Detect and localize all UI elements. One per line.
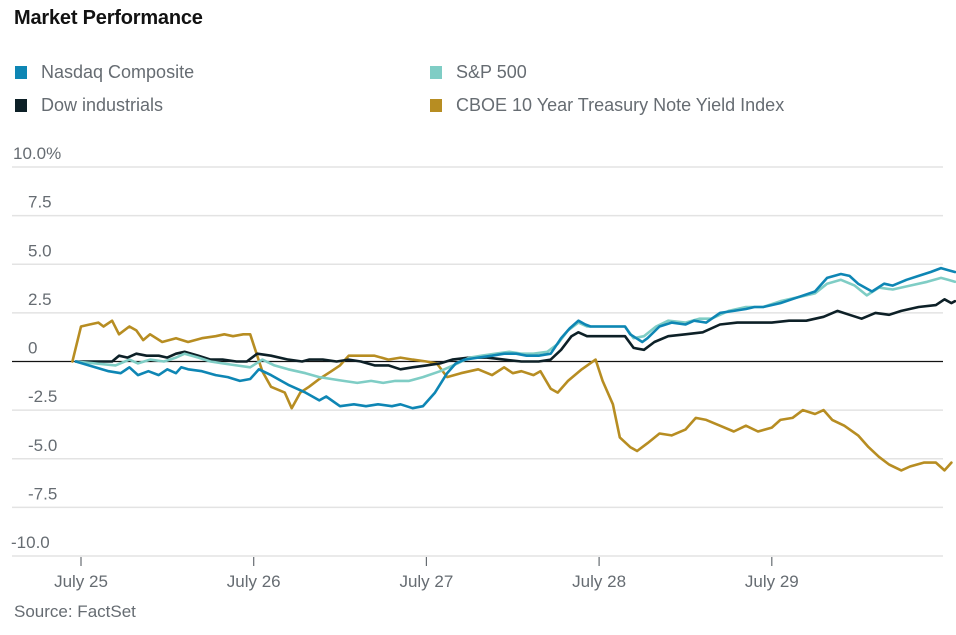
y-tick-label: -5.0 bbox=[28, 436, 57, 455]
x-tick-label: July 26 bbox=[227, 572, 281, 591]
source-note: Source: FactSet bbox=[14, 602, 136, 621]
y-tick-label: 5.0 bbox=[28, 241, 52, 260]
legend-label-dow: Dow industrials bbox=[41, 95, 164, 115]
y-tick-label: -7.5 bbox=[28, 484, 57, 503]
y-tick-label: 0 bbox=[28, 339, 37, 358]
x-tick-label: July 28 bbox=[572, 572, 626, 591]
x-axis: July 25 July 26 July 27 July 28 July 29 bbox=[54, 557, 799, 591]
series-line-cboe-10-year-treasury-note-yield-index bbox=[71, 319, 953, 472]
chart-title: Market Performance bbox=[14, 7, 203, 29]
legend-label-sp500: S&P 500 bbox=[456, 62, 527, 82]
legend-swatch-sp500 bbox=[430, 66, 442, 79]
legend-item-sp500: S&P 500 bbox=[430, 62, 527, 83]
legend-swatch-nasdaq bbox=[15, 66, 27, 79]
x-tick-label: July 27 bbox=[399, 572, 453, 591]
series-line-dow-industrials bbox=[74, 297, 956, 371]
series-lines bbox=[12, 266, 956, 472]
legend-swatch-cboe bbox=[430, 99, 442, 112]
gridlines bbox=[12, 166, 943, 557]
y-tick-label: 2.5 bbox=[28, 290, 52, 309]
legend-swatch-dow bbox=[15, 99, 27, 112]
legend-label-nasdaq: Nasdaq Composite bbox=[41, 62, 195, 82]
y-tick-label: 7.5 bbox=[28, 193, 52, 212]
y-tick-label: 10.0% bbox=[13, 144, 61, 163]
legend-item-nasdaq: Nasdaq Composite bbox=[15, 62, 194, 83]
legend-item-dow: Dow industrials bbox=[15, 95, 163, 116]
legend-item-cboe: CBOE 10 Year Treasury Note Yield Index bbox=[430, 95, 784, 116]
y-tick-label: -2.5 bbox=[28, 387, 57, 406]
series-line-nasdaq-composite bbox=[74, 266, 956, 410]
x-tick-label: July 29 bbox=[745, 572, 799, 591]
x-tick-label: July 25 bbox=[54, 572, 108, 591]
y-tick-label: -10.0 bbox=[11, 533, 50, 552]
y-axis: 10.0% 7.5 5.0 2.5 0 -2.5 -5.0 -7.5 -10.0 bbox=[11, 144, 61, 552]
legend-label-cboe: CBOE 10 Year Treasury Note Yield Index bbox=[456, 95, 785, 115]
series-line-s-p-500 bbox=[74, 276, 956, 385]
